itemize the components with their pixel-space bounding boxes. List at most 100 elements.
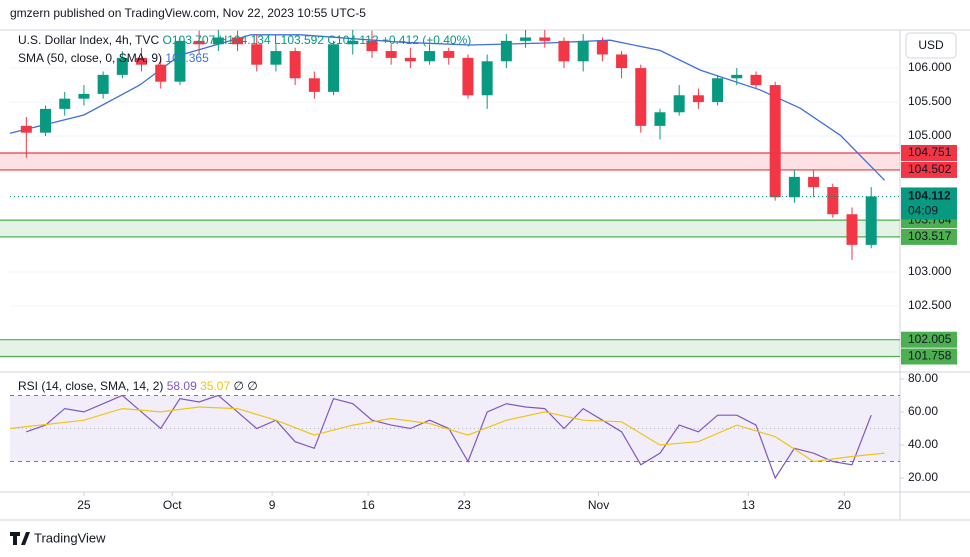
overlay-layer: 102.500 103.000 105.000 105.500 106.000 104.7… — [18, 33, 957, 512]
sma-label: SMA (50, close, 0, SMA, 9) — [18, 51, 162, 65]
x-tick-label: Oct — [163, 498, 182, 512]
y-tick-label: 40.00 — [908, 437, 938, 451]
price-label: 102.005 — [908, 332, 952, 346]
currency[interactable]: USD — [918, 38, 944, 52]
sma-value: 104.365 — [165, 51, 209, 65]
rsi-pane — [9, 394, 900, 480]
byline: gmzern published on TradingView.com, Nov… — [10, 6, 366, 20]
x-tick-label: 16 — [361, 498, 375, 512]
candle-body — [692, 95, 704, 103]
candle-body — [865, 196, 877, 245]
candle-body — [308, 78, 320, 92]
price-label-bg — [901, 144, 957, 161]
price-label-bg — [901, 228, 957, 245]
rsi-extras: ∅ ∅ — [233, 379, 257, 393]
price-label: 103.517 — [908, 229, 952, 243]
price-label: 101.758 — [908, 349, 952, 363]
price-pane — [0, 30, 900, 358]
legend: U.S. Dollar Index, 4h, TVC O103.707 H104… — [18, 33, 471, 47]
candle-body — [673, 95, 685, 113]
candle-body — [769, 85, 781, 198]
candle-body — [404, 57, 416, 62]
rsi-line — [9, 406, 885, 463]
ohlc-value: L103.592 — [274, 33, 324, 47]
price-label: 104.751 — [908, 145, 952, 159]
candle-body — [212, 37, 224, 45]
candle-body — [596, 40, 608, 55]
candle-body — [193, 40, 205, 45]
candle-body — [731, 74, 743, 79]
candle-body — [462, 57, 474, 96]
candle-body — [712, 78, 724, 103]
rsi-value: 58.09 — [167, 379, 197, 393]
candle-body — [328, 44, 340, 92]
countdown: 04:09 — [908, 204, 938, 218]
rsi-value: 35.07 — [200, 379, 230, 393]
candle-body — [750, 74, 762, 86]
candle-body — [174, 40, 186, 82]
price-label-bg — [901, 348, 957, 365]
y-tick-label: 106.000 — [908, 60, 952, 74]
ohlc-value: +0.412 (+0.40%) — [382, 33, 471, 47]
candle-body — [654, 112, 666, 126]
ohlc-value: O103.707 — [163, 33, 216, 47]
y-tick-label: 20.00 — [908, 470, 938, 484]
candle-body — [40, 108, 52, 133]
candle-body — [520, 37, 532, 41]
candle-body — [443, 51, 455, 58]
x-tick-label: 20 — [838, 498, 852, 512]
last-price-label: 104.112 — [908, 189, 951, 203]
brand-logo — [10, 532, 30, 545]
series-title: U.S. Dollar Index, 4h, TVC — [18, 33, 160, 47]
candle-body — [635, 68, 647, 126]
candle-body — [788, 176, 800, 198]
x-tick-label: 9 — [269, 498, 276, 512]
candle-body — [424, 51, 436, 62]
ohlc-value: H104.134 — [219, 33, 271, 47]
x-tick-label: 25 — [77, 498, 91, 512]
candle-body — [808, 176, 820, 188]
y-tick-label: 60.00 — [908, 404, 938, 418]
candle-body — [846, 214, 858, 245]
candle-body — [500, 40, 512, 62]
zone — [0, 152, 900, 170]
last-price-bg — [901, 187, 957, 220]
candle-body — [827, 187, 839, 215]
candle-body — [616, 54, 628, 69]
candle-body — [116, 57, 128, 75]
currency-box[interactable] — [905, 32, 957, 59]
x-tick-label: Nov — [588, 498, 609, 512]
x-tick-label: 13 — [742, 498, 756, 512]
candle-body — [97, 74, 109, 94]
candle-body — [481, 61, 493, 96]
candle-body — [251, 44, 263, 65]
price-label-bg — [901, 161, 957, 178]
y-tick-label: 80.00 — [908, 371, 938, 385]
rsi-legend: RSI (14, close, SMA, 14, 2) 58.09 35.07 … — [18, 379, 258, 393]
candle-body — [385, 51, 397, 58]
sma-legend: SMA (50, close, 0, SMA, 9) 104.365 — [18, 51, 209, 65]
candle-body — [78, 93, 90, 99]
ohlc-value: C104.112 — [327, 33, 378, 47]
y-tick-label: 103.000 — [908, 264, 952, 278]
candle-body — [155, 64, 167, 82]
rsi-line — [26, 394, 872, 480]
x-tick-label: 23 — [457, 498, 471, 512]
candle-body — [136, 57, 148, 65]
candle-body — [59, 98, 71, 109]
rsi-title: RSI (14, close, SMA, 14, 2) — [18, 379, 163, 393]
y-tick-label: 105.000 — [908, 128, 952, 142]
candle-body — [539, 37, 551, 41]
price-label: 104.502 — [908, 162, 952, 176]
y-tick-label: 102.500 — [908, 298, 952, 312]
price-label-bg — [901, 331, 957, 348]
candle-body — [232, 37, 244, 45]
candle-body — [270, 51, 282, 65]
candle-body — [366, 40, 378, 52]
candle-body — [347, 40, 359, 45]
candle-body — [558, 40, 570, 62]
candle-body — [289, 51, 301, 79]
y-tick-label: 105.500 — [908, 94, 952, 108]
zone — [0, 220, 900, 237]
